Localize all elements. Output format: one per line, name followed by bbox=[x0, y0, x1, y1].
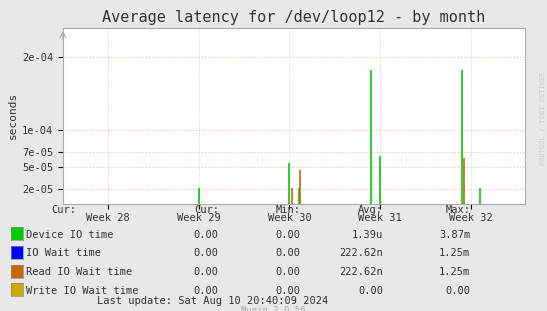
Text: 0.00: 0.00 bbox=[276, 230, 301, 240]
Text: 3.87m: 3.87m bbox=[439, 230, 470, 240]
Text: Device IO time: Device IO time bbox=[26, 230, 113, 240]
Text: 0.00: 0.00 bbox=[276, 267, 301, 277]
Text: Last update: Sat Aug 10 20:40:09 2024: Last update: Sat Aug 10 20:40:09 2024 bbox=[97, 296, 328, 306]
Text: RRDTOOL / TOBI OETIKER: RRDTOOL / TOBI OETIKER bbox=[540, 72, 546, 165]
Text: 0.00: 0.00 bbox=[194, 248, 219, 258]
Text: 1.25m: 1.25m bbox=[439, 267, 470, 277]
Text: Cur:: Cur: bbox=[194, 205, 219, 215]
Y-axis label: seconds: seconds bbox=[8, 92, 18, 139]
Text: 1.25m: 1.25m bbox=[439, 248, 470, 258]
Text: Cur:: Cur: bbox=[51, 205, 77, 215]
Text: IO Wait time: IO Wait time bbox=[26, 248, 101, 258]
Text: 222.62n: 222.62n bbox=[339, 248, 383, 258]
Text: 0.00: 0.00 bbox=[358, 286, 383, 296]
Text: 0.00: 0.00 bbox=[276, 248, 301, 258]
Text: Munin 2.0.56: Munin 2.0.56 bbox=[241, 305, 306, 311]
Text: 0.00: 0.00 bbox=[194, 267, 219, 277]
Text: Read IO Wait time: Read IO Wait time bbox=[26, 267, 132, 277]
Text: Min:: Min: bbox=[276, 205, 301, 215]
Text: 222.62n: 222.62n bbox=[339, 267, 383, 277]
Text: 0.00: 0.00 bbox=[445, 286, 470, 296]
Text: Write IO Wait time: Write IO Wait time bbox=[26, 286, 138, 296]
Text: 0.00: 0.00 bbox=[194, 230, 219, 240]
Text: 1.39u: 1.39u bbox=[352, 230, 383, 240]
Text: Avg:: Avg: bbox=[358, 205, 383, 215]
Title: Average latency for /dev/loop12 - by month: Average latency for /dev/loop12 - by mon… bbox=[102, 11, 486, 26]
Text: 0.00: 0.00 bbox=[276, 286, 301, 296]
Text: Max:: Max: bbox=[445, 205, 470, 215]
Text: 0.00: 0.00 bbox=[194, 286, 219, 296]
